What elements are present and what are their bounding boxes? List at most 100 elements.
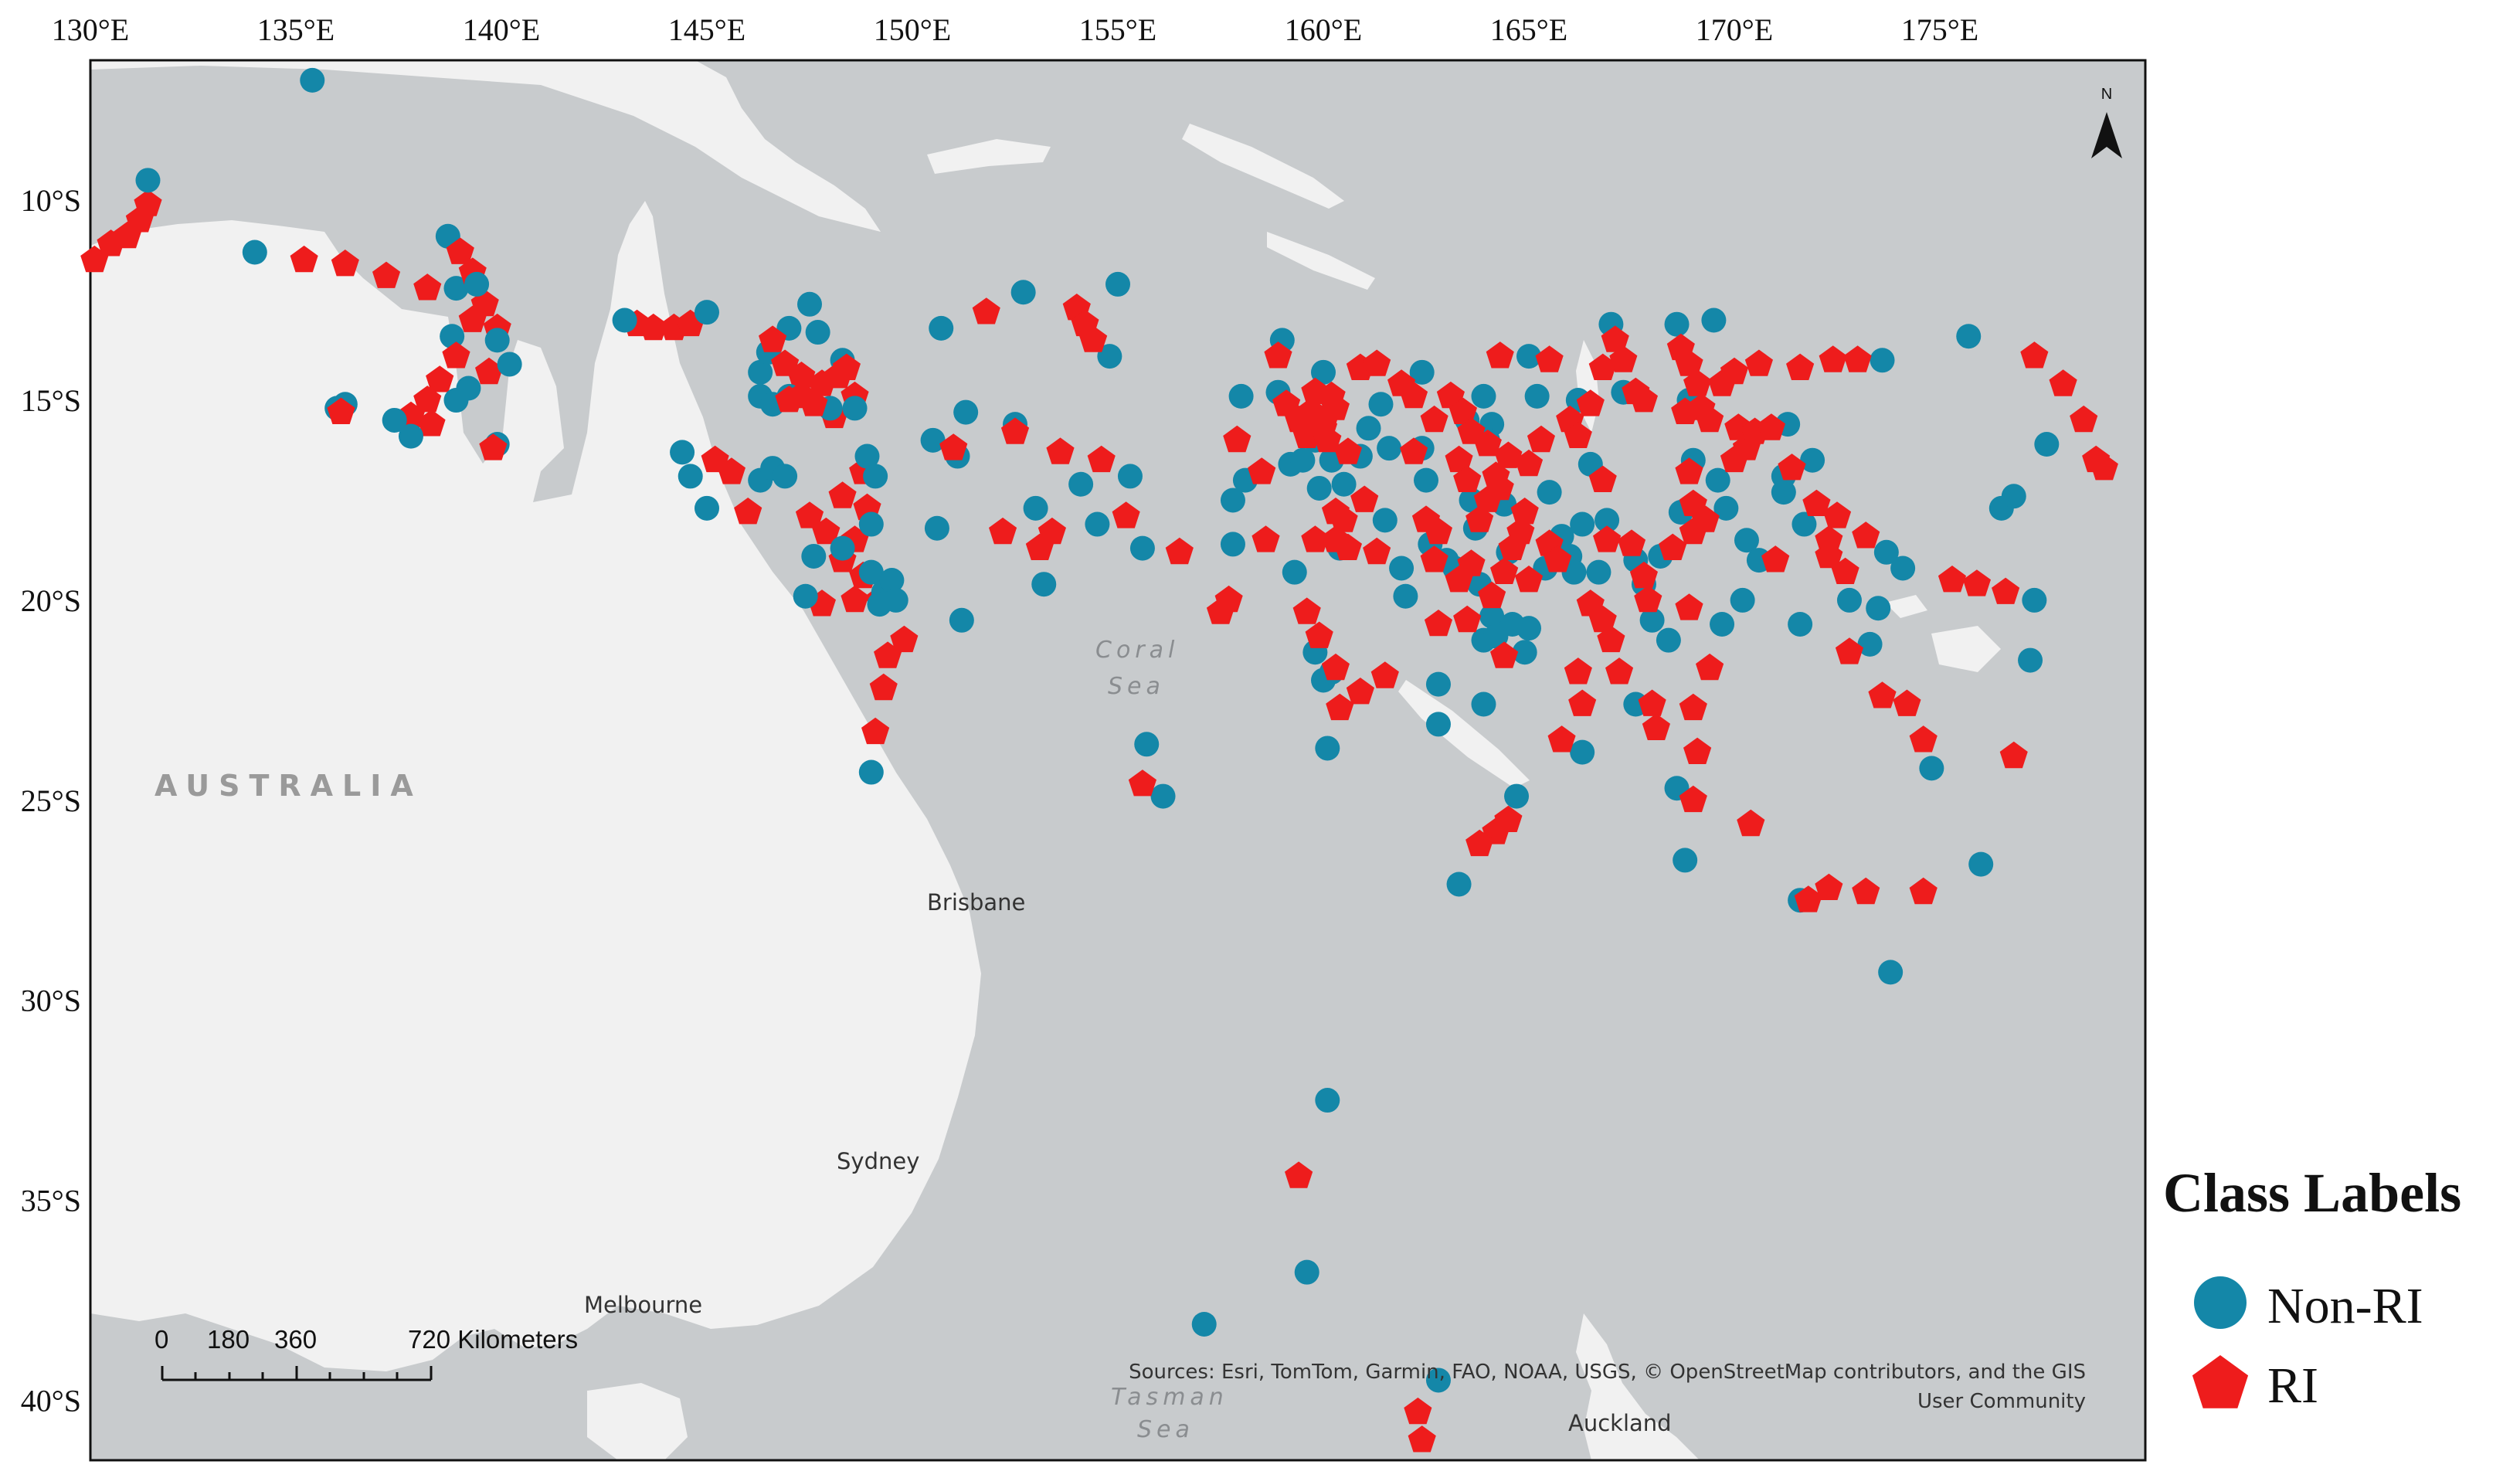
ri-point-marker xyxy=(1473,485,1502,512)
non-ri-point-marker xyxy=(1294,1259,1319,1285)
non-ri-point-marker xyxy=(1857,631,1883,657)
ri-point-marker xyxy=(1350,485,1379,512)
ri-point-marker xyxy=(1564,421,1592,448)
longitude-tick-label: 160°E xyxy=(1285,12,1362,47)
map-frame xyxy=(89,59,2147,1462)
fiji-islands-2 xyxy=(1885,595,1927,618)
ri-point-marker xyxy=(1457,549,1486,576)
ri-point-marker xyxy=(1938,566,1966,593)
non-ri-point-marker xyxy=(1516,344,1541,369)
non-ri-point-marker xyxy=(1866,596,1891,621)
non-ri-point-marker xyxy=(1734,528,1759,553)
non-ri-point-marker xyxy=(793,583,818,609)
longitude-tick-label: 145°E xyxy=(668,12,745,47)
ri-point-marker xyxy=(1128,770,1156,797)
ri-point-marker xyxy=(1046,437,1075,464)
non-ri-point-marker xyxy=(842,396,868,421)
ri-point-marker xyxy=(1794,885,1822,912)
non-ri-point-marker xyxy=(670,440,695,465)
non-ri-point-marker xyxy=(879,568,905,593)
longitude-tick-label: 155°E xyxy=(1079,12,1156,47)
legend-label-ri: RI xyxy=(2267,1357,2318,1414)
scale-bar-line xyxy=(161,1366,433,1381)
non-ri-point-marker xyxy=(1117,464,1143,489)
non-ri-point-marker xyxy=(1315,736,1340,761)
ri-point-marker xyxy=(1424,610,1452,637)
ri-point-marker xyxy=(413,386,442,413)
non-ri-point-marker xyxy=(1873,539,1899,565)
new-britain xyxy=(927,139,1051,174)
ri-point-marker xyxy=(2020,341,2049,369)
ri-point-marker xyxy=(372,261,401,288)
non-ri-point-marker xyxy=(382,407,407,433)
non-ri-point-marker xyxy=(1129,535,1155,561)
non-ri-point-marker xyxy=(1356,416,1381,441)
ri-point-marker xyxy=(1638,689,1666,716)
non-ri-point-marker xyxy=(1878,960,1904,985)
non-ri-point-marker xyxy=(1836,587,1862,613)
non-ri-point-marker xyxy=(1570,511,1595,537)
ri-point-marker xyxy=(972,297,1000,324)
sea-label-tasman-line2: Sea xyxy=(1137,1416,1194,1443)
non-ri-point-marker xyxy=(773,464,798,489)
non-ri-point-marker xyxy=(1570,739,1595,765)
non-ri-point-marker xyxy=(464,271,490,297)
non-ri-point-marker xyxy=(949,607,974,633)
sea-label-coral-line2: Sea xyxy=(1108,673,1165,700)
north-arrow-icon xyxy=(2091,112,2122,158)
non-ri-point-marker xyxy=(1425,671,1451,697)
non-ri-point-marker xyxy=(1446,872,1472,897)
ri-point-marker xyxy=(1831,557,1859,584)
ri-point-marker xyxy=(759,325,787,352)
ri-point-marker xyxy=(800,389,828,416)
longitude-tick-label: 140°E xyxy=(463,12,540,47)
ri-point-marker xyxy=(1420,405,1448,433)
ri-point-marker xyxy=(1490,557,1519,584)
non-ri-point-marker xyxy=(1713,495,1739,521)
non-ri-point-marker xyxy=(440,324,465,349)
latitude-tick-label: 25°S xyxy=(21,783,81,818)
ri-point-marker xyxy=(1506,517,1535,545)
non-ri-point-marker xyxy=(863,464,888,489)
ri-point-marker xyxy=(1079,325,1108,352)
ri-point-marker xyxy=(1486,341,1514,369)
ri-point-marker xyxy=(1819,345,1847,372)
ri-point-marker xyxy=(2070,405,2098,433)
ri-point-marker xyxy=(1675,457,1703,484)
ri-point-marker xyxy=(1453,465,1482,492)
non-ri-point-marker xyxy=(484,328,510,353)
non-ri-point-marker xyxy=(1701,307,1727,333)
non-ri-point-marker xyxy=(830,535,855,561)
groote-island xyxy=(348,321,386,355)
non-ri-point-marker xyxy=(695,300,719,325)
legend-marker-ri xyxy=(2192,1355,2249,1408)
ri-point-marker xyxy=(1642,713,1670,740)
ri-point-marker xyxy=(1992,577,2020,604)
ri-point-marker xyxy=(458,305,487,332)
ri-point-marker xyxy=(1424,517,1452,545)
ri-point-marker xyxy=(1852,877,1880,905)
non-ri-point-marker xyxy=(695,495,719,521)
non-ri-point-marker xyxy=(1956,324,1982,349)
non-ri-point-marker xyxy=(1097,344,1122,369)
ri-point-marker xyxy=(1696,405,1724,433)
ri-point-marker xyxy=(828,481,857,508)
ri-point-marker xyxy=(1038,517,1066,545)
scale-label-0: 0 xyxy=(155,1325,168,1354)
country-label: AUSTRALIA xyxy=(155,769,423,803)
non-ri-point-marker xyxy=(1134,732,1160,757)
non-ri-point-marker xyxy=(300,67,325,93)
ri-point-marker xyxy=(1330,505,1358,532)
non-ri-point-marker xyxy=(1085,511,1110,537)
non-ri-point-marker xyxy=(1471,691,1496,717)
non-ri-point-marker xyxy=(1537,480,1562,505)
place-label-melbourne: Melbourne xyxy=(584,1292,702,1318)
ri-point-marker xyxy=(1696,653,1724,681)
ri-point-marker xyxy=(442,341,470,369)
ri-point-marker xyxy=(1514,566,1544,593)
ri-point-marker xyxy=(1301,525,1330,552)
ri-point-marker xyxy=(1835,637,1863,664)
ri-point-marker xyxy=(417,409,446,437)
ri-point-marker xyxy=(1494,441,1523,468)
